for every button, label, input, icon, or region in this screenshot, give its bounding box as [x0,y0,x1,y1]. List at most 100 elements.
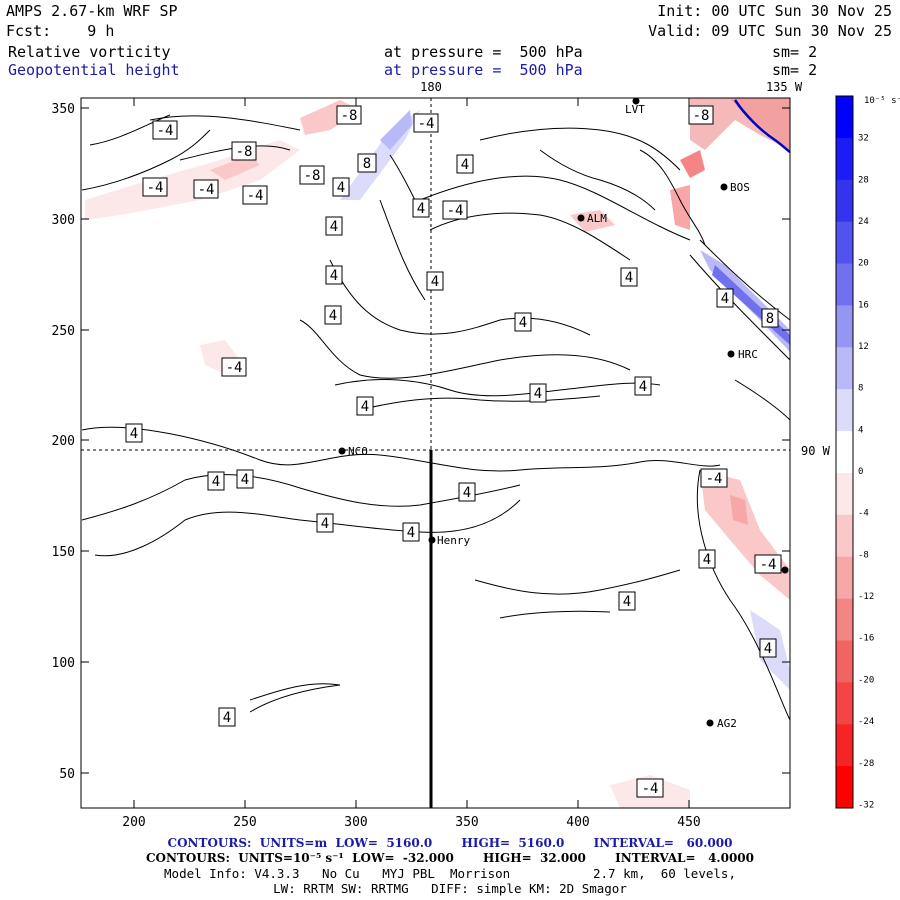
station-bos: BOS [720,181,750,194]
svg-text:4: 4 [534,386,542,402]
svg-text:4: 4 [703,552,711,568]
colorbar-swatch [836,431,853,474]
colorbar-swatch [836,389,853,432]
field2-level: at pressure = 500 hPa [384,61,583,79]
station-nco: NCO [338,445,368,458]
vorticity-shading [85,98,790,808]
y-axis: 350 300 250 200 150 100 50 [52,102,790,782]
x-tick-label: 250 [233,815,256,830]
svg-text:NCO: NCO [348,445,368,458]
contour-label: -8 [299,165,325,185]
colorbar-label: 12 [858,342,869,352]
field1-smooth: sm= 2 [772,43,818,61]
svg-text:-4: -4 [198,182,215,198]
contour-label: 4 [325,265,343,285]
contour-label: 4 [332,177,350,197]
svg-text:4: 4 [461,157,469,173]
svg-text:LVT: LVT [625,103,645,116]
colorbar-swatch [836,263,853,306]
contour-label: -8 [231,141,257,161]
svg-text:HRC: HRC [738,348,758,361]
colorbar-label: 32 [858,134,869,144]
station-unnamed [781,566,789,574]
colorbar-swatch [836,766,853,809]
contour-label: 4 [529,383,547,403]
svg-text:-8: -8 [236,144,253,160]
colorbar-swatch [836,640,853,683]
contour-label: -4 [700,468,728,488]
footer-height-contours: CONTOURS: UNITS=m LOW= 5160.0 HIGH= 5160… [167,836,733,850]
station-lvt: LVT [625,97,645,116]
svg-text:4: 4 [639,379,647,395]
svg-text:ALM: ALM [587,212,607,225]
svg-text:4: 4 [463,485,471,501]
init-time: Init: 00 UTC Sun 30 Nov 25 [657,2,892,20]
footer-physics-info: LW: RRTM SW: RRTMG DIFF: simple KM: 2D S… [273,881,627,896]
svg-text:4: 4 [361,399,369,415]
lon-label-90w: 90 W [801,444,831,458]
contour-label: -4 [242,185,268,205]
contour-label: 4 [316,513,334,533]
station-hrc: HRC [727,348,758,361]
svg-text:4: 4 [431,274,439,290]
colorbar-swatch [836,179,853,223]
colorbar-frame [835,95,854,809]
svg-text:4: 4 [764,641,772,657]
model-title: AMPS 2.67-km WRF SP [6,2,178,20]
svg-text:4: 4 [407,525,415,541]
colorbar-swatch [836,347,853,390]
field2-name: Geopotential height [8,61,180,79]
contour-label: -8 [688,105,714,125]
contour-label: 4 [236,469,254,489]
stations: LVT BOS HRC NCO Henry AG2 ALM [338,97,789,730]
svg-text:-4: -4 [157,123,174,139]
contour-label: 4 [634,376,652,396]
contour-label: 4 [325,216,343,236]
svg-text:8: 8 [363,156,371,172]
x-tick-label: 300 [344,815,367,830]
y-tick-label: 150 [52,545,75,560]
colorbar: 32 28 24 20 16 12 8 4 0 -4 -8 -12 -16 -20 -24 -28 -32 [835,95,874,810]
colorbar-label: -28 [858,759,874,769]
contour-label: -4 [142,177,168,197]
contour-label: -4 [442,200,468,220]
contour-label: 4 [716,288,734,308]
contour-label: 4 [218,707,236,727]
contour-label: -4 [152,120,178,140]
svg-text:-4: -4 [226,360,243,376]
lon-label-135w: 135 W [766,80,803,94]
contour-label: -4 [413,113,439,133]
field2-smooth: sm= 2 [772,61,818,79]
colorbar-label: -4 [858,509,869,519]
svg-text:AG2: AG2 [717,717,737,730]
contour-label: 4 [458,482,476,502]
contour-label: -8 [336,105,362,125]
x-tick-label: 400 [566,815,589,830]
footer-model-info: Model Info: V4.3.3 No Cu MYJ PBL Morriso… [164,866,736,881]
contour-label: 4 [426,271,444,291]
contour-label: 4 [456,154,474,174]
svg-text:-4: -4 [706,471,723,487]
svg-text:4: 4 [330,219,338,235]
contour-label: 4 [356,396,374,416]
colorbar-swatch [836,598,853,641]
svg-text:4: 4 [130,426,138,442]
colorbar-unit: 10⁻⁵ s⁻¹ [864,96,900,106]
x-tick-label: 350 [455,815,478,830]
svg-text:-4: -4 [760,557,777,573]
footer-vorticity-contours: CONTOURS: UNITS=10⁻⁵ s⁻¹ LOW= -32.000 HI… [146,851,754,865]
colorbar-label: -24 [858,717,874,727]
colorbar-label: 20 [858,259,869,269]
contour-label: -4 [193,179,219,199]
contour-label: 4 [412,198,430,218]
colorbar-label: 16 [858,300,869,310]
contour-label: 4 [324,305,342,325]
svg-text:4: 4 [337,180,345,196]
contour-label: 4 [618,591,636,611]
svg-text:4: 4 [321,516,329,532]
x-axis: 200 250 300 350 400 450 [122,98,701,830]
svg-text:4: 4 [721,291,729,307]
svg-text:4: 4 [519,315,527,331]
svg-text:-4: -4 [418,116,435,132]
